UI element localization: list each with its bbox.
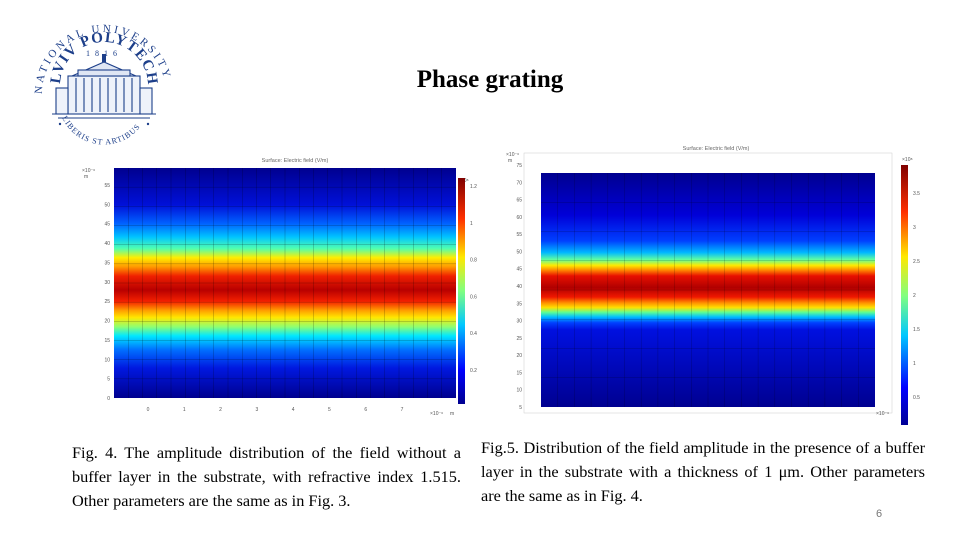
fig4-y-tick-label: 0 (107, 396, 110, 402)
fig5-y-exp: ×10⁻⁶ (506, 152, 519, 158)
fig5-x-exp: ×10⁻⁶ (876, 411, 889, 417)
fig4-y-tick-label: 20 (104, 319, 110, 325)
fig5-y-tick-label: 25 (516, 336, 522, 342)
fig4-x-tick-label: 0 (147, 407, 150, 413)
logo-motto: LIBERIS ST ARTIBUS (60, 114, 141, 146)
figure-5-caption: Fig.5. Distribution of the field amplitu… (481, 438, 925, 505)
fig5-color-scale (901, 165, 908, 425)
fig5-y-tick-label: 5 (519, 405, 522, 411)
fig5-y-tick-label: 40 (516, 284, 522, 290)
fig4-y-unit: m (84, 174, 88, 180)
fig5-y-tick-label: 75 (516, 163, 522, 169)
fig4-x-tick-label: 4 (292, 407, 295, 413)
fig5-y-tick-label: 15 (516, 370, 522, 376)
fig5-scale-tick-label: 3 (913, 225, 916, 231)
fig4-plot-title: Surface: Electric field (V/m) (262, 158, 329, 164)
fig5-plot-title: Surface: Electric field (V/m) (683, 146, 750, 152)
fig5-scale-tick-label: 1.5 (913, 327, 920, 333)
fig4-y-tick-label: 10 (104, 357, 110, 363)
fig4-x-tick-label: 3 (255, 407, 258, 413)
fig5-y-unit: m (508, 158, 512, 164)
fig5-scale-tick-label: 0.5 (913, 395, 920, 401)
fig4-x-tick-label: 5 (328, 407, 331, 413)
fig4-scale-tick-label: 0.8 (470, 258, 477, 264)
fig4-scale-tick-label: 0.4 (470, 331, 477, 337)
logo-year: 1816 (86, 49, 122, 58)
svg-text:LIBERIS ST ARTIBUS: LIBERIS ST ARTIBUS (60, 114, 142, 146)
fig4-x-tick-label: 7 (401, 407, 404, 413)
fig4-y-tick-label: 35 (104, 260, 110, 266)
fig4-y-exp: ×10⁻⁶ (82, 168, 95, 174)
fig4-y-tick-label: 5 (107, 377, 110, 383)
fig4-y-tick-label: 30 (104, 280, 110, 286)
fig4-scale-tick-label: 0.6 (470, 294, 477, 300)
fig5-y-tick-label: 35 (516, 301, 522, 307)
fig5-scale-tick-label: 3.5 (913, 191, 920, 197)
fig4-x-tick-label: 1 (183, 407, 186, 413)
fig4-x-unit: m (450, 411, 454, 417)
university-building-icon: NATIONAL UNIVERSITY LVIV POLYTECHNIC 181… (14, 0, 170, 147)
fig5-scale-tick-label: 2.5 (913, 259, 920, 265)
fig5-scale-tick-label: 1 (913, 361, 916, 367)
figure-4-caption: Fig. 4. The amplitude distribution of th… (72, 443, 461, 510)
fig5-y-tick-label: 70 (516, 180, 522, 186)
fig5-y-tick-label: 60 (516, 215, 522, 221)
fig4-field-plot (114, 168, 456, 398)
fig5-y-tick-label: 30 (516, 319, 522, 325)
fig4-y-tick-label: 45 (104, 222, 110, 228)
fig4-x-tick-label: 2 (219, 407, 222, 413)
figure-4: Surface: Electric field (V/m) ×10⁻⁶ m 55… (80, 154, 486, 422)
fig5-y-tick-label: 65 (516, 198, 522, 204)
fig5-y-tick-label: 20 (516, 353, 522, 359)
fig4-y-tick-label: 40 (104, 241, 110, 247)
page-title: Phase grating (416, 66, 564, 93)
fig4-x-exp: ×10⁻⁶ (430, 411, 443, 417)
university-logo: NATIONAL UNIVERSITY LVIV POLYTECHNIC 181… (14, 0, 186, 160)
fig4-scale-tick-label: 0.2 (470, 368, 477, 374)
fig5-field-plot (541, 173, 875, 407)
fig4-y-tick-label: 25 (104, 299, 110, 305)
fig4-y-tick-label: 55 (104, 183, 110, 189)
figure-5: Surface: Electric field (V/m) ×10⁻⁶ m 75… (496, 145, 926, 425)
fig4-scale-tick-label: 1.2 (470, 184, 477, 190)
fig4-x-tick-label: 6 (364, 407, 367, 413)
fig5-y-tick-label: 45 (516, 267, 522, 273)
fig5-y-tick-label: 50 (516, 249, 522, 255)
fig5-y-tick-label: 10 (516, 388, 522, 394)
slide-number: 6 (876, 508, 883, 520)
fig4-color-scale (458, 178, 465, 404)
fig5-scale-tick-label: 2 (913, 293, 916, 299)
fig5-y-tick-label: 55 (516, 232, 522, 238)
fig4-y-tick-label: 15 (104, 338, 110, 344)
fig5-scale-exp: ×10⁸ (902, 157, 913, 163)
fig4-y-tick-label: 50 (104, 202, 110, 208)
fig4-scale-tick-label: 1 (470, 221, 473, 227)
